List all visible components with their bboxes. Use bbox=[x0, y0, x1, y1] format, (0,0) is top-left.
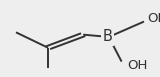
Text: OH: OH bbox=[147, 12, 160, 25]
Text: OH: OH bbox=[127, 59, 148, 72]
Text: B: B bbox=[103, 29, 112, 44]
